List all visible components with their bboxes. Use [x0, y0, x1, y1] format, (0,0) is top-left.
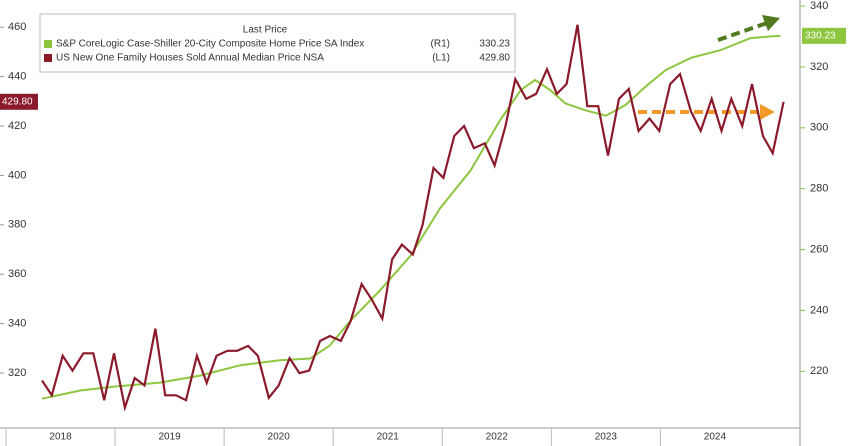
y2-tick-label: 340	[810, 0, 828, 12]
legend-swatch	[44, 40, 52, 48]
legend-axis: (L1)	[432, 53, 450, 64]
legend-title: Last Price	[243, 25, 288, 36]
legend-value: 429.80	[479, 53, 510, 64]
last-value-label: 429.80	[2, 96, 33, 107]
y2-tick-label: 240	[810, 304, 828, 316]
y2-tick-label: 280	[810, 183, 828, 195]
last-value-label: 330.23	[805, 30, 836, 41]
arrow-head	[760, 104, 775, 120]
y2-tick-label: 260	[810, 243, 828, 255]
x-tick-label: 2023	[595, 432, 618, 443]
y-tick-label: 400	[8, 169, 26, 181]
legend-box	[39, 13, 516, 73]
legend-swatch	[44, 54, 52, 62]
y-tick-label: 460	[8, 21, 26, 33]
y2-tick-label: 220	[810, 365, 828, 377]
legend-value: 330.23	[479, 39, 510, 50]
x-tick-label: 2021	[377, 432, 400, 443]
legend-label: US New One Family Houses Sold Annual Med…	[56, 53, 324, 64]
x-tick-label: 2020	[268, 432, 291, 443]
y-tick-label: 440	[8, 70, 26, 82]
x-tick-label: 2022	[486, 432, 509, 443]
series-line	[41, 24, 785, 412]
y-tick-label: 360	[8, 268, 26, 280]
legend: Last Price S&P CoreLogic Case-Shiller 20…	[39, 13, 516, 73]
arrow-head	[762, 15, 780, 31]
x-tick-label: 2019	[158, 432, 181, 443]
annotation-arrows	[638, 15, 780, 120]
legend-axis: (R1)	[431, 39, 450, 50]
last-value-box	[0, 93, 38, 110]
x-tick-label: 2024	[704, 432, 727, 443]
y2-tick-label: 320	[810, 61, 828, 73]
legend-label: S&P CoreLogic Case-Shiller 20-City Compo…	[56, 39, 364, 50]
x-tick-label: 2018	[49, 432, 72, 443]
y-tick-label: 340	[8, 318, 26, 330]
y-tick-label: 320	[8, 367, 26, 379]
y-tick-label: 380	[8, 219, 26, 231]
last-value-box	[802, 27, 846, 44]
y2-tick-label: 300	[810, 122, 828, 134]
arrow-green	[717, 20, 771, 42]
y-tick-label: 420	[8, 120, 26, 132]
